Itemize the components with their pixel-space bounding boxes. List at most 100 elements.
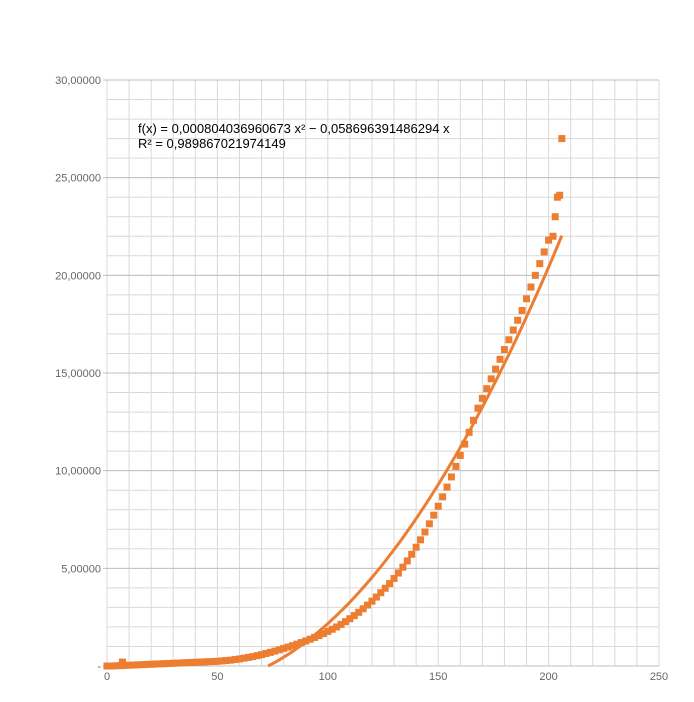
data-point bbox=[218, 657, 226, 665]
data-point bbox=[487, 375, 495, 383]
data-point bbox=[165, 659, 173, 667]
data-point bbox=[284, 643, 292, 651]
x-axis-tick-labels: 0 50 100 150 200 250 bbox=[104, 671, 668, 683]
data-point bbox=[205, 658, 213, 666]
r-squared-label: R² = 0,989867021974149 bbox=[138, 136, 286, 151]
data-point bbox=[235, 655, 243, 663]
data-point bbox=[417, 536, 425, 544]
data-point bbox=[160, 660, 168, 668]
y-tick-label: 15,00000 bbox=[55, 368, 101, 380]
data-point bbox=[456, 451, 464, 459]
data-point bbox=[372, 593, 380, 601]
data-point bbox=[266, 648, 274, 656]
data-point bbox=[306, 635, 314, 643]
data-point bbox=[191, 658, 199, 666]
data-point bbox=[315, 632, 323, 640]
data-point bbox=[253, 652, 261, 660]
data-point bbox=[359, 605, 367, 613]
data-point bbox=[478, 394, 486, 402]
data-point bbox=[514, 316, 522, 324]
data-point bbox=[496, 355, 504, 363]
data-point bbox=[244, 653, 252, 661]
data-point bbox=[319, 630, 327, 638]
data-point bbox=[399, 563, 407, 571]
data-point bbox=[258, 651, 266, 659]
data-point bbox=[178, 659, 186, 667]
data-point bbox=[293, 640, 301, 648]
data-point bbox=[412, 543, 420, 551]
data-point bbox=[174, 659, 182, 667]
data-point bbox=[182, 659, 190, 667]
data-point bbox=[452, 462, 460, 470]
data-point bbox=[213, 657, 221, 665]
data-point bbox=[222, 657, 230, 665]
data-point bbox=[470, 416, 478, 424]
data-point bbox=[443, 483, 451, 491]
data-point bbox=[341, 618, 349, 626]
data-point bbox=[107, 662, 115, 670]
data-point bbox=[324, 627, 332, 635]
data-point bbox=[169, 659, 177, 667]
data-point bbox=[147, 660, 155, 668]
data-point bbox=[125, 661, 133, 669]
data-point bbox=[505, 336, 513, 344]
data-point bbox=[386, 580, 394, 588]
data-point bbox=[227, 656, 235, 664]
data-point bbox=[121, 661, 129, 669]
data-point bbox=[333, 623, 341, 631]
data-point bbox=[545, 236, 553, 244]
data-point bbox=[200, 658, 208, 666]
trendline-equation: f(x) = 0,000804036960673 x² − 0,05869639… bbox=[138, 121, 450, 136]
data-point bbox=[465, 428, 473, 436]
y-axis-tick-labels: - 5,00000 10,00000 15,00000 20,00000 25,00000… bbox=[55, 75, 101, 673]
data-point bbox=[297, 639, 305, 647]
data-point bbox=[425, 520, 433, 528]
data-point bbox=[350, 612, 358, 620]
y-tick-label: 30,00000 bbox=[55, 75, 101, 87]
data-point bbox=[509, 326, 517, 334]
data-point bbox=[187, 658, 195, 666]
data-point bbox=[156, 660, 164, 668]
data-point bbox=[337, 620, 345, 628]
data-point bbox=[408, 550, 416, 558]
data-point bbox=[311, 633, 319, 641]
data-point bbox=[381, 584, 389, 592]
data-point bbox=[492, 365, 500, 373]
data-point bbox=[447, 473, 455, 481]
y-tick-label: 25,00000 bbox=[55, 173, 101, 185]
data-point bbox=[536, 260, 544, 268]
data-point bbox=[523, 295, 531, 303]
data-point bbox=[240, 654, 248, 662]
data-point bbox=[196, 658, 204, 666]
data-point bbox=[355, 608, 363, 616]
data-point bbox=[249, 653, 257, 661]
x-tick-label: 200 bbox=[539, 671, 557, 683]
data-point bbox=[288, 642, 296, 650]
data-point bbox=[103, 662, 111, 670]
data-point bbox=[280, 644, 288, 652]
data-point bbox=[518, 306, 526, 314]
data-point bbox=[262, 649, 270, 657]
data-point bbox=[271, 647, 279, 655]
data-point bbox=[421, 528, 429, 536]
data-point bbox=[129, 661, 137, 669]
x-tick-label: 100 bbox=[319, 671, 337, 683]
x-tick-label: 150 bbox=[429, 671, 447, 683]
data-point bbox=[500, 346, 508, 354]
data-point bbox=[430, 511, 438, 519]
y-tick-label: 10,00000 bbox=[55, 466, 101, 478]
data-point bbox=[275, 646, 283, 654]
data-point bbox=[143, 660, 151, 668]
x-tick-label: 50 bbox=[211, 671, 223, 683]
data-point bbox=[461, 440, 469, 448]
y-tick-label: - bbox=[97, 661, 101, 673]
data-point bbox=[346, 615, 354, 623]
data-point bbox=[558, 135, 566, 143]
data-point bbox=[531, 271, 539, 279]
data-point bbox=[540, 248, 548, 256]
data-point bbox=[112, 662, 120, 670]
data-point bbox=[328, 625, 336, 633]
data-point bbox=[377, 589, 385, 597]
